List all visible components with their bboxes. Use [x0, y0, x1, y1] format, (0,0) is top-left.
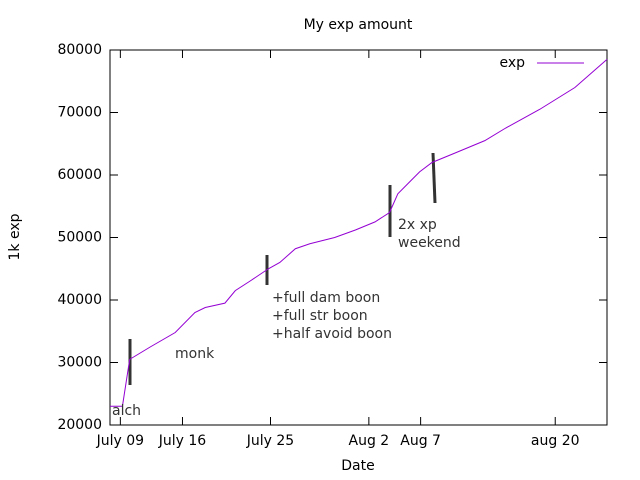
marker — [431, 152, 437, 204]
annotation: 2x xp — [398, 217, 437, 233]
x-tick-label: July 25 — [246, 433, 294, 449]
y-tick-label: 60000 — [57, 167, 102, 183]
x-axis-label: Date — [341, 458, 374, 474]
x-tick-label: Aug 2 — [349, 433, 390, 449]
x-tick-label: aug 20 — [531, 433, 580, 449]
annotation: monk — [175, 346, 215, 362]
plot-border — [109, 49, 608, 426]
y-axis-label: 1k exp — [7, 213, 23, 260]
annotation: +full dam boon — [272, 290, 380, 306]
y-tick-label: 50000 — [57, 230, 102, 246]
annotation: +half avoid boon — [272, 326, 392, 342]
annotation: +full str boon — [272, 308, 368, 324]
y-tick-label: 30000 — [57, 355, 102, 371]
y-tick-label: 40000 — [57, 292, 102, 308]
chart-title: My exp amount — [304, 17, 413, 33]
x-tick-label: July 16 — [158, 433, 207, 449]
x-tick-label: July 09 — [96, 433, 144, 449]
series-line — [110, 58, 608, 407]
y-tick-label: 20000 — [57, 417, 102, 433]
annotation: weekend — [398, 235, 461, 251]
legend-label: exp — [499, 55, 525, 71]
y-tick-label: 70000 — [57, 105, 102, 121]
y-tick-label: 80000 — [57, 42, 102, 58]
x-tick-label: Aug 7 — [400, 433, 441, 449]
annotation: alch — [112, 403, 141, 419]
